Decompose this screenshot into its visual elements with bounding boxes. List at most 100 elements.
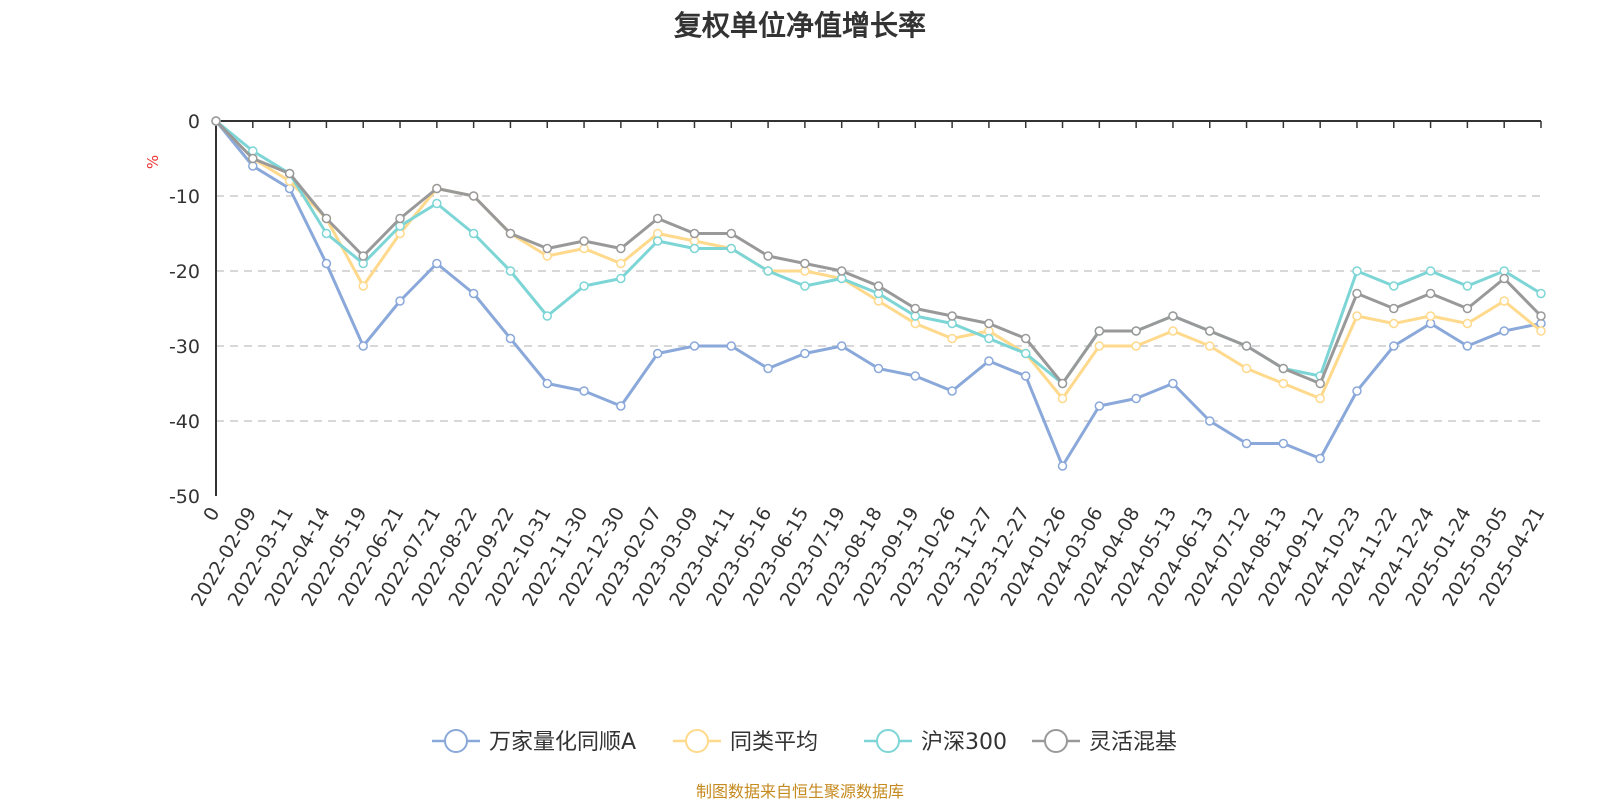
data-point: [1094, 401, 1105, 411]
data-point: [947, 311, 957, 321]
data-point: [1205, 341, 1215, 351]
legend-item-3[interactable]: 灵活混基: [1032, 729, 1177, 755]
legend-label: 万家量化同顺A: [489, 730, 636, 755]
data-point: [1020, 348, 1031, 359]
data-point: [689, 341, 700, 351]
data-point: [1131, 326, 1141, 336]
legend-marker: [444, 729, 468, 753]
data-point: [836, 341, 847, 351]
data-point: [763, 251, 773, 261]
y-axis-unit-label: %: [144, 155, 162, 169]
data-point: [432, 183, 442, 194]
data-point: [1020, 371, 1031, 381]
data-point: [1462, 303, 1473, 314]
data-point: [1278, 363, 1289, 374]
data-point: [542, 311, 552, 321]
data-point: [505, 266, 516, 276]
data-point: [1352, 266, 1362, 276]
y-tick-label: -10: [169, 186, 200, 208]
legend-label: 沪深300: [921, 730, 1007, 755]
data-point: [652, 348, 663, 359]
data-point: [1094, 326, 1105, 336]
data-point: [616, 258, 626, 269]
data-point: [1425, 266, 1436, 276]
series-0: [211, 116, 1546, 471]
legend-marker: [876, 729, 900, 753]
data-point: [910, 371, 921, 381]
data-point: [1536, 311, 1546, 321]
data-point: [248, 153, 258, 164]
data-point: [1499, 326, 1509, 336]
y-tick-label: -40: [169, 411, 200, 433]
data-point: [1462, 281, 1473, 291]
data-point: [1057, 461, 1068, 471]
data-point: [1389, 303, 1399, 314]
data-point: [689, 243, 700, 254]
series-line: [215, 119, 1542, 385]
data-point: [505, 333, 516, 344]
data-point: [211, 116, 221, 126]
data-point: [910, 303, 921, 314]
data-point: [1389, 318, 1399, 329]
series-line: [214, 119, 1542, 400]
data-point: [726, 243, 737, 254]
data-point: [358, 341, 368, 351]
legend-label: 同类平均: [730, 730, 818, 755]
data-point: [579, 281, 589, 291]
data-point: [652, 213, 663, 224]
data-point: [1462, 318, 1473, 329]
data-point: [1241, 438, 1252, 449]
data-point: [1168, 378, 1178, 389]
data-point: [468, 288, 479, 299]
source-note: 制图数据来自恒生聚源数据库: [695, 782, 904, 801]
data-point: [1278, 378, 1289, 389]
data-point: [1168, 311, 1178, 321]
data-point: [984, 318, 994, 329]
y-tick-label: -50: [169, 486, 200, 508]
data-point: [1131, 393, 1141, 404]
legend-marker: [1044, 729, 1068, 753]
data-point: [284, 168, 295, 179]
data-point: [984, 356, 994, 366]
data-point: [1020, 333, 1031, 344]
data-point: [358, 251, 368, 261]
grid-layer: [216, 195, 1541, 422]
data-point: [1499, 273, 1509, 284]
x-tick-label: 0: [199, 504, 224, 525]
data-point: [468, 191, 479, 201]
data-point: [1168, 326, 1178, 336]
data-point: [1499, 296, 1509, 306]
data-point: [1425, 288, 1436, 299]
data-point: [947, 386, 957, 396]
data-point: [542, 378, 552, 389]
data-point: [836, 266, 847, 276]
data-point: [1131, 341, 1141, 351]
data-point: [1315, 378, 1325, 389]
legend[interactable]: 万家量化同顺A 同类平均 沪深300 灵活混基: [432, 729, 1177, 755]
data-point: [1057, 378, 1068, 389]
data-point: [1389, 281, 1399, 291]
data-point: [1315, 453, 1325, 464]
y-tick-label: 0: [188, 111, 200, 133]
data-point: [1352, 386, 1362, 396]
series-3: [211, 116, 1546, 389]
data-point: [800, 258, 810, 269]
data-point: [468, 228, 479, 239]
data-point: [1352, 311, 1362, 321]
data-point: [1315, 393, 1325, 404]
data-point: [726, 341, 737, 351]
legend-marker: [685, 729, 709, 753]
data-point: [1536, 288, 1546, 299]
legend-item-0[interactable]: 万家量化同顺A: [432, 729, 636, 755]
data-point: [395, 296, 405, 306]
data-point: [763, 266, 773, 276]
data-point: [1352, 288, 1362, 299]
series-1: [211, 116, 1546, 404]
data-point: [432, 258, 442, 269]
y-tick-label: -20: [169, 261, 200, 283]
data-point: [432, 198, 442, 209]
legend-item-1[interactable]: 同类平均: [673, 729, 818, 755]
legend-item-2[interactable]: 沪深300: [864, 729, 1007, 755]
data-point: [321, 258, 332, 269]
data-point: [1205, 416, 1215, 426]
